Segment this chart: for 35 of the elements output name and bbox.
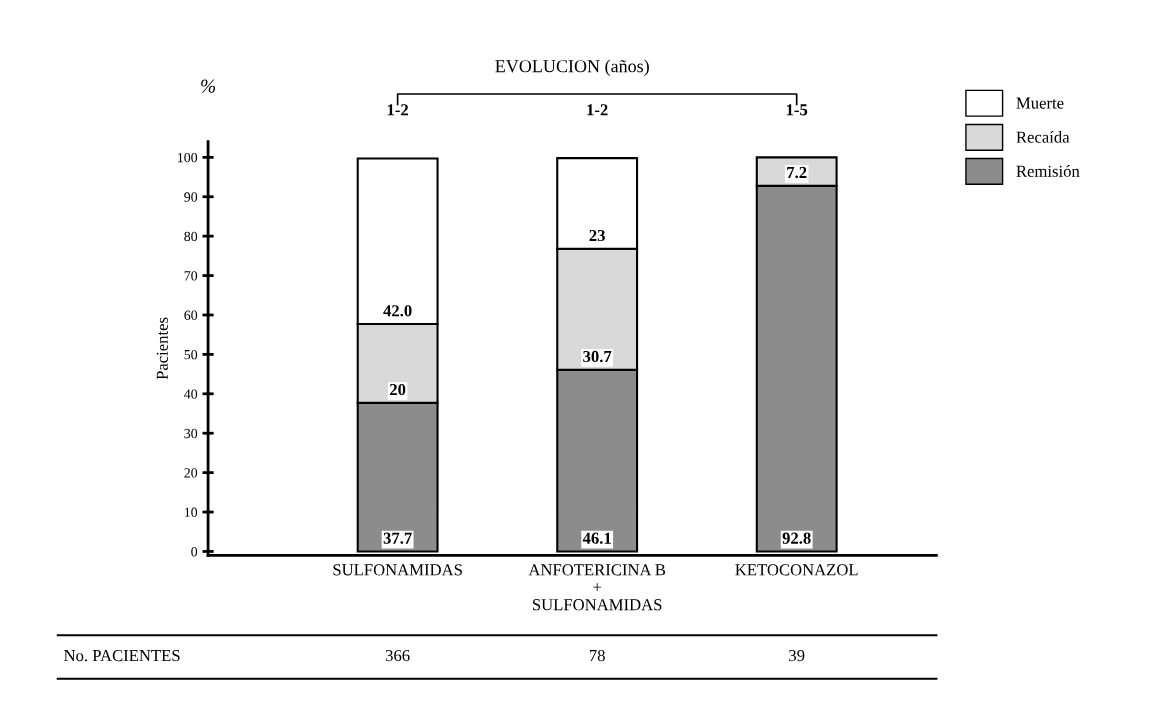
text: 1-5 xyxy=(786,104,808,116)
y-tick-label: 50 xyxy=(184,349,198,360)
y-tick-label: 60 xyxy=(184,310,198,320)
data-label: 46.1 xyxy=(582,532,611,544)
legend-label: Remisión xyxy=(1016,165,1080,177)
legend-label: Muerte xyxy=(1016,97,1064,109)
data-label: 37.7 xyxy=(383,532,412,544)
y-tick-label: 30 xyxy=(184,428,198,439)
text: 39 xyxy=(789,650,805,662)
data-label: 20 xyxy=(390,383,406,396)
text: 78 xyxy=(589,649,605,662)
text: 1-2 xyxy=(587,104,608,116)
y-tick-label: 0 xyxy=(191,547,198,557)
y-tick-label: 10 xyxy=(185,507,198,517)
y-tick-label: 40 xyxy=(184,389,198,399)
y-tick-label: 80 xyxy=(184,231,198,242)
text: 1-2 xyxy=(387,104,409,116)
y-tick-label: 90 xyxy=(184,192,198,202)
legend-label: Recaída xyxy=(1016,131,1070,143)
data-label: 23 xyxy=(589,229,605,242)
data-label: 7.2 xyxy=(787,166,807,179)
data-label: 92.8 xyxy=(782,532,811,544)
data-label: 30.7 xyxy=(583,350,612,363)
x-tick-label: SULFONAMIDAS xyxy=(333,564,462,576)
text: No. PACIENTES xyxy=(64,650,180,662)
data-label: 42.0 xyxy=(383,305,412,317)
text: % xyxy=(201,79,216,93)
y-tick-label: 100 xyxy=(178,152,198,163)
y-axis-title: Pacientes xyxy=(156,317,168,380)
text: 366 xyxy=(385,650,410,662)
x-tick-label: KETOCONAZOL xyxy=(735,564,858,576)
y-tick-label: 20 xyxy=(184,468,198,478)
chart-title: EVOLUCION (años) xyxy=(495,59,649,76)
y-tick-label: 70 xyxy=(184,271,198,281)
x-tick-label: ANFOTERICINA B + SULFONAMIDAS xyxy=(528,564,666,611)
